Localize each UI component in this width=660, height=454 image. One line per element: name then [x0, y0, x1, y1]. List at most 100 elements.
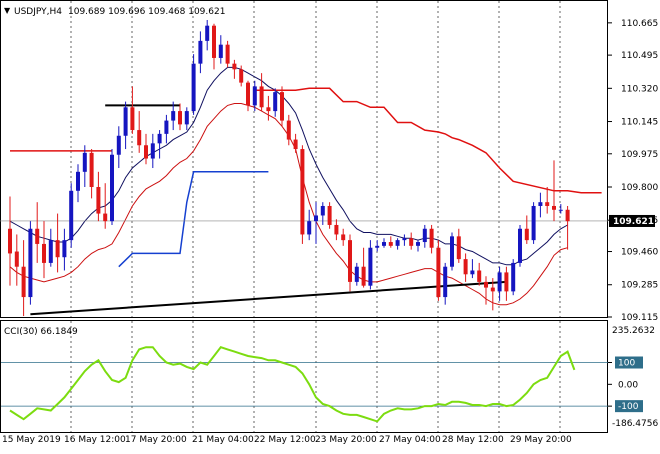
candle-body [293, 139, 298, 150]
candle-body [198, 40, 203, 64]
candle-body [484, 281, 488, 288]
candle-body [21, 266, 26, 298]
candle-body [402, 238, 407, 241]
candle-body [212, 25, 216, 58]
cci-level-label: -100 [618, 402, 639, 412]
ohlc-readout: 109.689 109.696 109.468 109.621 [68, 7, 225, 17]
candle-body [157, 133, 162, 144]
price-tick-label: 109.285 [621, 281, 658, 291]
candle-body [320, 205, 325, 216]
candle-body [14, 251, 19, 267]
candle-body [69, 190, 74, 241]
candle-body [96, 187, 101, 214]
candle-body [116, 135, 121, 155]
candle-body [443, 266, 448, 298]
grid-lines [70, 1, 561, 432]
cci-level-tag [615, 400, 643, 413]
price-tick-label: 110.320 [621, 84, 658, 94]
current-price-tag [609, 214, 655, 227]
time-axis-label: 22 May 12:00 [254, 435, 316, 445]
candle-body [110, 154, 114, 222]
candle-body [178, 111, 182, 125]
symbol-label: USDJPY,H4 [14, 7, 62, 17]
candle-body [524, 228, 529, 241]
price-tick-label: 110.145 [621, 118, 658, 128]
time-axis-label: 27 May 04:00 [379, 435, 441, 445]
time-axis-label: 21 May 04:00 [192, 435, 254, 445]
candle-body [266, 107, 271, 112]
candle-body [395, 240, 400, 246]
support-line-blue [118, 171, 269, 268]
candle-body [130, 107, 135, 131]
candles [8, 20, 570, 317]
candle-body [490, 287, 495, 292]
candle-body [55, 240, 60, 258]
candle-body [361, 266, 366, 286]
candle-body [552, 205, 556, 210]
candle-body [307, 221, 312, 235]
candle-body [368, 247, 373, 286]
candle-body [334, 224, 339, 235]
candle-body [252, 86, 257, 106]
candle-body [531, 205, 536, 241]
candle-body [422, 228, 427, 243]
candle-body [416, 242, 420, 246]
current-price-label: 109.621 [613, 217, 654, 227]
candle-body [375, 245, 380, 248]
cci-level-label: 0.00 [618, 380, 638, 390]
candle-body [62, 240, 67, 258]
time-axis-label: 29 May 20:00 [510, 435, 572, 445]
candle-body [518, 228, 522, 263]
candle-body [144, 145, 148, 159]
candle-body [456, 236, 461, 260]
candle-body [273, 92, 278, 112]
candle-body [103, 213, 108, 222]
candle-body [184, 111, 189, 125]
time-axis-label: 17 May 20:00 [125, 435, 187, 445]
candle-body [137, 130, 142, 146]
candle-body [545, 202, 550, 206]
price-tick-label: 110.665 [621, 19, 658, 29]
candle-body [463, 259, 468, 275]
cci-level-tag [615, 356, 643, 369]
candle-body [191, 63, 196, 112]
candle-body [280, 92, 284, 121]
price-tick-label: 110.495 [621, 51, 658, 61]
candle-body [382, 242, 386, 246]
sort-arrow-icon[interactable]: ▼ [4, 6, 11, 15]
candle-body [239, 69, 244, 83]
trendline [30, 280, 507, 316]
candle-body [218, 44, 223, 58]
candle-body [42, 243, 46, 263]
cci-indicator [1, 346, 608, 423]
time-axis-label: 28 May 12:00 [442, 435, 504, 445]
candle-body [246, 82, 250, 106]
axes: 110.665 110.495 110.320 110.145 109.975 109.8… [2, 19, 658, 445]
candle-body [89, 152, 94, 188]
candle-body [205, 25, 210, 41]
candle-body [8, 228, 12, 254]
candle-body [300, 149, 305, 235]
candle-body [504, 272, 509, 292]
price-tick-label: 109.460 [621, 248, 658, 258]
candle-body [232, 63, 237, 70]
candle-body [259, 86, 264, 108]
candle-body [327, 205, 332, 225]
candle-body [171, 111, 176, 121]
candle-body [538, 202, 543, 206]
candle-body [511, 262, 516, 292]
candle-body [470, 270, 475, 275]
cci-line [9, 346, 576, 423]
price-tick-label: 109.115 [621, 313, 658, 323]
candle-body [450, 236, 454, 267]
candle-body [48, 240, 53, 263]
cci-max-label: 235.2632 [612, 326, 655, 336]
candle-body [28, 228, 33, 298]
bollinger-middle-line [9, 66, 568, 266]
candle-body [497, 272, 502, 292]
candle-body [558, 209, 563, 211]
candle-body [286, 120, 291, 140]
cci-label: CCI(30) 66.1849 [4, 327, 78, 337]
